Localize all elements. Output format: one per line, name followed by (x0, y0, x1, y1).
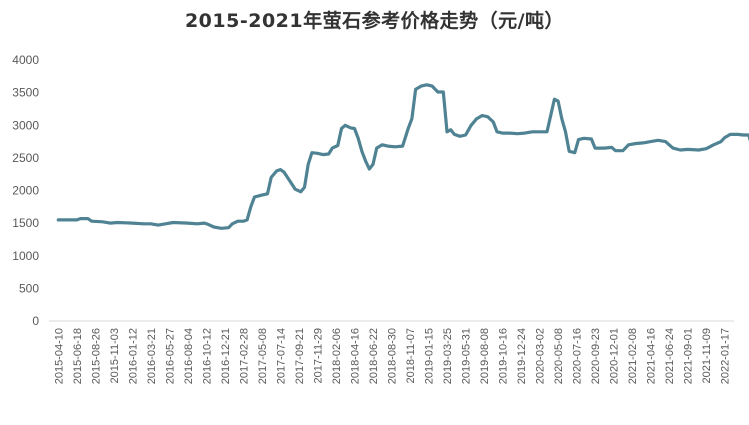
x-tick-label: 2019-01-15 (424, 328, 436, 384)
x-tick-label: 2016-12-21 (220, 328, 232, 384)
x-tick-label: 2016-03-21 (146, 328, 158, 384)
x-tick-label: 2020-12-01 (609, 328, 621, 384)
x-axis-ticks: 2015-04-10 2015-06-18 2015-08-26 2015-11-03… (53, 328, 731, 384)
x-tick-label: 2017-09-21 (294, 328, 306, 384)
chart-title: 2015-2021年萤石参考价格走势（元/吨） (184, 10, 565, 32)
y-tick-label: 3000 (12, 118, 39, 132)
y-tick-label: 500 (19, 281, 39, 295)
x-tick-label: 2016-01-12 (127, 328, 139, 384)
x-tick-label: 2015-11-03 (109, 328, 121, 383)
x-tick-label: 2019-05-31 (461, 328, 473, 384)
x-tick-label: 2020-05-08 (553, 328, 565, 384)
x-tick-label: 2016-05-27 (164, 328, 176, 384)
x-tick-label: 2020-09-23 (590, 328, 602, 384)
x-tick-label: 2022-01-17 (720, 328, 732, 384)
x-tick-label: 2016-10-12 (201, 328, 213, 384)
y-tick-label: 3500 (12, 86, 39, 100)
y-tick-label: 4000 (12, 53, 39, 67)
x-tick-label: 2015-06-18 (72, 328, 84, 384)
y-tick-label: 0 (32, 314, 39, 328)
x-tick-label: 2018-08-30 (387, 328, 399, 384)
y-tick-label: 1500 (12, 216, 39, 230)
y-tick-label: 2500 (12, 151, 39, 165)
x-tick-label: 2017-07-14 (275, 328, 287, 384)
x-tick-label: 2015-08-26 (90, 328, 102, 384)
x-tick-label: 2019-10-16 (498, 328, 510, 384)
y-axis-ticks: 0 500 1000 1500 2000 2500 3000 3500 4000 (12, 53, 39, 328)
x-tick-label: 2019-12-24 (516, 328, 528, 384)
x-tick-label: 2016-08-04 (183, 328, 195, 384)
x-tick-label: 2021-06-24 (664, 328, 676, 384)
x-tick-label: 2017-05-08 (257, 328, 269, 384)
y-tick-label: 2000 (12, 184, 39, 198)
x-tick-label: 2021-04-16 (646, 328, 658, 384)
x-tick-label: 2017-02-28 (238, 328, 250, 384)
x-tick-label: 2021-02-08 (627, 328, 639, 384)
x-tick-label: 2018-06-22 (368, 328, 380, 384)
x-tick-label: 2020-07-16 (572, 328, 584, 384)
x-tick-label: 2021-11-09 (701, 328, 713, 383)
y-tick-label: 1000 (12, 249, 39, 263)
x-tick-label: 2017-11-29 (312, 328, 324, 383)
x-tick-label: 2019-08-08 (479, 328, 491, 384)
x-tick-label: 2015-04-10 (53, 328, 65, 384)
x-tick-label: 2021-09-01 (683, 328, 695, 384)
x-tick-label: 2018-04-16 (349, 328, 361, 384)
x-tick-label: 2018-11-07 (405, 328, 417, 383)
price-series-line (56, 83, 749, 230)
x-tick-label: 2020-03-02 (535, 328, 547, 384)
x-tick-label: 2018-02-06 (331, 328, 343, 384)
x-tick-label: 2019-03-25 (442, 328, 454, 384)
